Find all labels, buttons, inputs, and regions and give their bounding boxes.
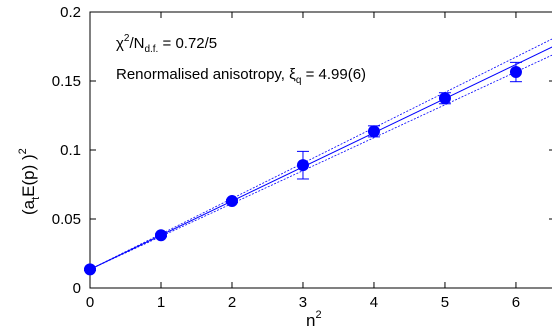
fit-band-upper bbox=[89, 38, 552, 270]
x-tick-label: 0 bbox=[86, 294, 94, 311]
y-tick-label: 0.05 bbox=[52, 211, 81, 228]
axes bbox=[89, 11, 552, 289]
data-points bbox=[84, 61, 522, 276]
data-point bbox=[509, 66, 522, 79]
fit-band-lower bbox=[89, 54, 552, 270]
y-tick-label: 0.15 bbox=[52, 73, 81, 90]
x-tick-label: 3 bbox=[299, 294, 307, 311]
fit-lines bbox=[89, 38, 552, 270]
x-tick-label: 2 bbox=[228, 294, 236, 311]
y-tick-label: 0.1 bbox=[60, 142, 81, 159]
y-axis-label: (atE(p) )2 bbox=[17, 148, 42, 215]
annotation-anisotropy: Renormalised anisotropy, ξq = 4.99(6) bbox=[116, 66, 366, 86]
y-tick-label: 0.2 bbox=[60, 4, 81, 21]
annotation-chi-square: χ2/Nd.f. = 0.72/5 bbox=[116, 33, 217, 55]
x-tick-label: 1 bbox=[157, 294, 165, 311]
data-point bbox=[154, 229, 167, 242]
data-point bbox=[296, 159, 309, 172]
fit-line bbox=[89, 46, 552, 270]
x-tick-label: 6 bbox=[512, 294, 520, 311]
data-point bbox=[367, 125, 380, 138]
x-tick-label: 5 bbox=[441, 294, 449, 311]
y-tick-label: 0 bbox=[73, 280, 81, 297]
data-point bbox=[225, 195, 238, 208]
x-axis-label: n2 bbox=[306, 309, 322, 330]
data-point bbox=[438, 92, 451, 105]
plot-frame bbox=[89, 11, 552, 289]
ticks: 0 1 2 3 4 5 6 0 0.05 0.1 0.15 0.2 bbox=[52, 4, 552, 311]
x-tick-label: 4 bbox=[370, 294, 378, 311]
data-point bbox=[84, 263, 96, 276]
